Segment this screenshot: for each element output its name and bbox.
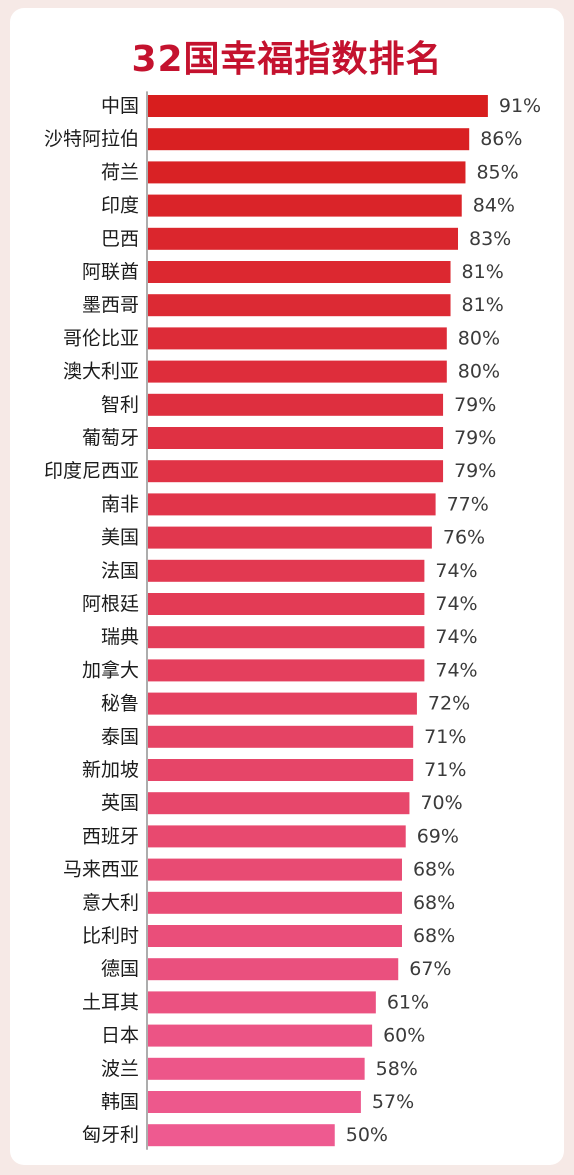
value-label: 80% — [458, 327, 500, 349]
value-label: 85% — [476, 161, 518, 183]
category-label: 南非 — [101, 493, 139, 515]
bar — [148, 427, 444, 449]
value-label: 68% — [413, 859, 455, 881]
bar — [148, 161, 466, 184]
value-label: 70% — [420, 792, 462, 814]
category-label: 土耳其 — [82, 991, 139, 1013]
bar — [148, 991, 376, 1014]
value-label: 91% — [499, 95, 541, 117]
category-label: 智利 — [101, 394, 139, 416]
bar — [148, 327, 447, 350]
value-label: 67% — [409, 958, 451, 980]
category-label: 日本 — [101, 1025, 139, 1047]
value-label: 68% — [413, 892, 455, 914]
bar — [148, 626, 425, 649]
category-label: 马来西亚 — [63, 859, 139, 881]
value-label: 86% — [480, 128, 522, 150]
category-label: 英国 — [101, 792, 139, 814]
category-label: 印度尼西亚 — [44, 460, 139, 482]
bar — [148, 891, 402, 914]
value-label: 79% — [454, 394, 496, 416]
category-label: 瑞典 — [101, 626, 139, 648]
bar — [148, 759, 414, 781]
category-label: 匈牙利 — [82, 1124, 139, 1146]
category-label: 泰国 — [101, 726, 139, 748]
category-label: 波兰 — [101, 1058, 139, 1080]
category-label: 巴西 — [101, 228, 139, 250]
value-label: 72% — [428, 693, 470, 715]
category-label: 沙特阿拉伯 — [44, 128, 139, 150]
bar — [148, 1057, 365, 1080]
category-label: 意大利 — [82, 892, 139, 914]
category-label: 韩国 — [101, 1091, 139, 1113]
value-label: 84% — [473, 195, 515, 217]
category-label: 西班牙 — [82, 825, 139, 847]
value-label: 74% — [435, 593, 477, 615]
bar — [148, 460, 444, 483]
value-label: 79% — [454, 427, 496, 449]
category-label: 德国 — [101, 958, 139, 980]
bar — [148, 792, 410, 815]
category-label: 美国 — [101, 527, 139, 549]
value-label: 68% — [413, 925, 455, 947]
bar — [148, 493, 436, 516]
category-label: 阿根廷 — [82, 593, 139, 615]
bar — [148, 925, 402, 947]
value-label: 79% — [454, 460, 496, 482]
value-label: 83% — [469, 228, 511, 250]
bar — [148, 194, 462, 217]
category-label: 葡萄牙 — [82, 427, 139, 449]
bar — [148, 360, 447, 383]
bar — [148, 692, 417, 715]
category-label: 哥伦比亚 — [63, 327, 139, 349]
value-label: 71% — [424, 759, 466, 781]
bar — [148, 1124, 335, 1147]
bar — [148, 393, 444, 416]
value-label: 74% — [435, 626, 477, 648]
value-label: 50% — [346, 1124, 388, 1146]
bar — [148, 858, 402, 881]
category-label: 中国 — [101, 95, 139, 117]
bar — [148, 1024, 373, 1047]
value-label: 58% — [376, 1058, 418, 1080]
bar — [148, 526, 432, 549]
category-label: 秘鲁 — [101, 693, 139, 715]
category-label: 印度 — [101, 195, 139, 217]
bar — [148, 128, 470, 151]
bar — [148, 958, 399, 981]
category-label: 阿联酋 — [82, 261, 139, 283]
bar — [148, 1091, 361, 1113]
value-label: 76% — [443, 527, 485, 549]
value-label: 80% — [458, 361, 500, 383]
bar — [148, 593, 425, 615]
bar — [148, 725, 414, 748]
value-label: 61% — [387, 991, 429, 1013]
bar — [148, 825, 406, 848]
bar — [148, 227, 459, 250]
category-label: 荷兰 — [101, 161, 139, 183]
category-label: 加拿大 — [82, 658, 139, 681]
value-label: 81% — [462, 261, 504, 283]
value-label: 74% — [435, 560, 477, 582]
value-label: 57% — [372, 1091, 414, 1113]
category-label: 墨西哥 — [82, 294, 139, 316]
value-label: 77% — [447, 493, 489, 515]
bar — [148, 559, 425, 582]
category-label: 澳大利亚 — [63, 361, 139, 383]
category-label: 法国 — [101, 560, 139, 582]
chart-title: 32国幸福指数排名 — [131, 39, 443, 80]
bar — [148, 95, 488, 117]
value-label: 74% — [435, 659, 477, 681]
bar — [148, 261, 451, 283]
category-label: 新加坡 — [82, 759, 139, 781]
value-label: 69% — [417, 825, 459, 847]
bar — [148, 659, 425, 682]
bar — [148, 294, 451, 317]
value-label: 71% — [424, 726, 466, 748]
value-label: 81% — [462, 294, 504, 316]
category-label: 比利时 — [82, 925, 139, 947]
value-label: 60% — [383, 1025, 425, 1047]
